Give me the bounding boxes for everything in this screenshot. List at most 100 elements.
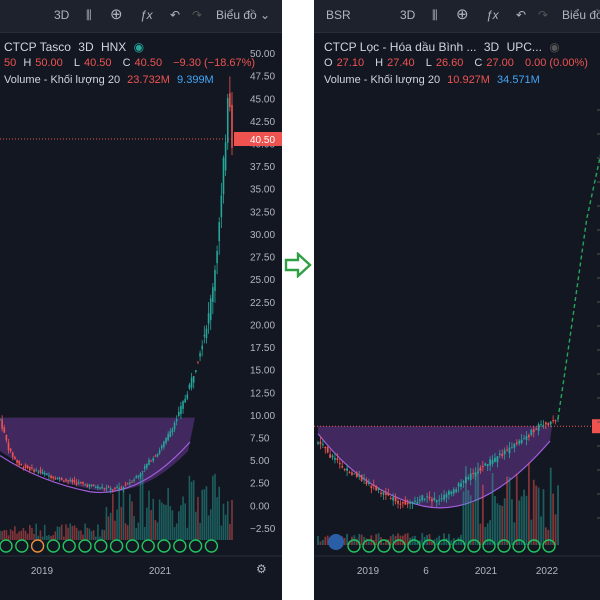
volume-bar [224, 514, 227, 540]
candle-body [338, 462, 341, 465]
candle-body [491, 459, 494, 464]
app-logo-icon [328, 534, 344, 550]
y-tick-label: 30.00 [250, 230, 275, 241]
volume-bar [457, 537, 460, 545]
volume-bar [542, 489, 545, 545]
candle-body [511, 447, 513, 449]
volume-bar [109, 512, 112, 540]
volume-bar [188, 475, 191, 540]
candle-body [73, 480, 76, 483]
candle-body [5, 434, 8, 441]
candle-body [319, 441, 322, 445]
volume-bar [421, 533, 424, 545]
candle-body [363, 478, 365, 480]
volume-bar [73, 525, 76, 540]
undo-icon[interactable]: ↶ [516, 8, 527, 22]
candle-body [67, 480, 69, 482]
settings-gear-icon[interactable]: ⚙ [256, 562, 267, 576]
candle-body [554, 420, 557, 422]
volume-bar [484, 527, 487, 545]
candle-body [31, 467, 33, 469]
volume-bar [532, 479, 535, 545]
volume-bar [26, 533, 29, 540]
candle-body [22, 467, 25, 469]
volume-bar [443, 533, 445, 545]
fx-icon[interactable]: ƒx [140, 8, 153, 22]
right-chart-canvas[interactable]: 2019 6 2021 2022 [314, 0, 600, 600]
volume-bar [20, 530, 23, 540]
left-high-label: H [23, 57, 32, 69]
event-marker [392, 539, 406, 553]
volume-bar [363, 536, 365, 545]
right-interval-button[interactable]: 3D [400, 8, 416, 22]
candle-body [109, 488, 112, 490]
candle-body [544, 422, 547, 425]
candle-body [489, 459, 492, 466]
candle-body [382, 492, 385, 495]
chart-menu-button[interactable]: Biểu đồ [562, 8, 600, 22]
left-interval-button[interactable]: 3D [54, 8, 70, 22]
volume-bar [154, 520, 157, 540]
volume-bar [491, 473, 494, 545]
candlestick-icon[interactable]: ⫼ [432, 8, 438, 22]
volume-bar [525, 495, 528, 545]
right-change: 0.00 (0.00%) [524, 57, 588, 69]
volume-bar [97, 524, 99, 540]
volume-bar [28, 524, 31, 540]
volume-bar [65, 524, 67, 540]
volume-bar [209, 509, 212, 540]
plus-circle-icon[interactable]: ⊕ [110, 6, 123, 23]
volume-bar [22, 527, 25, 540]
candle-body [445, 494, 448, 498]
redo-icon[interactable]: ↷ [192, 8, 203, 22]
undo-icon[interactable]: ↶ [170, 8, 181, 22]
candle-body [216, 250, 218, 264]
candle-body [203, 334, 206, 337]
volume-bar [503, 498, 506, 545]
candle-body [530, 429, 533, 435]
candle-body [46, 473, 48, 475]
volume-bar [37, 535, 40, 540]
volume-bar [489, 520, 492, 545]
candle-body [520, 439, 523, 444]
volume-bar [167, 487, 169, 540]
candle-body [355, 472, 358, 477]
volume-bar [0, 530, 1, 540]
candle-body [549, 421, 552, 425]
volume-bar [479, 523, 482, 545]
candle-body [341, 466, 344, 468]
candle-body [222, 157, 225, 195]
redo-icon[interactable]: ↷ [538, 8, 549, 22]
candle-body [336, 458, 339, 460]
volume-bar [537, 487, 540, 545]
plus-circle-icon[interactable]: ⊕ [456, 6, 469, 23]
chart-menu-button[interactable]: Biểu đồ ⌄ [216, 8, 270, 22]
volume-bar [462, 491, 465, 545]
left-chart-canvas[interactable]: 50.0047.5045.0042.5040.0037.5035.0032.50… [0, 0, 282, 600]
volume-bar [212, 475, 214, 540]
candle-body [360, 474, 363, 481]
candle-body [160, 445, 163, 449]
volume-bar [530, 519, 533, 545]
x-tick-label: 2019 [31, 566, 54, 577]
candlestick-icon[interactable]: ⫼ [86, 8, 92, 22]
candle-body [481, 465, 484, 467]
candle-body [150, 460, 152, 462]
volume-bar [544, 527, 547, 545]
left-volume-2: 9.399M [177, 74, 214, 86]
candle-body [107, 486, 110, 488]
volume-bar [105, 506, 108, 540]
fx-icon[interactable]: ƒx [486, 8, 499, 22]
candle-body [472, 472, 475, 474]
y-tick-label: 27.50 [250, 253, 275, 264]
right-low-value: 26.60 [435, 57, 464, 69]
volume-bar [494, 496, 496, 545]
candle-body [428, 496, 431, 499]
volume-bar [452, 538, 455, 545]
volume-bar [148, 490, 150, 540]
candle-body [501, 453, 504, 457]
symbol-search[interactable]: BSR [326, 8, 351, 22]
volume-bar [116, 509, 118, 540]
candle-body [450, 491, 453, 494]
volume-bar [33, 533, 35, 540]
